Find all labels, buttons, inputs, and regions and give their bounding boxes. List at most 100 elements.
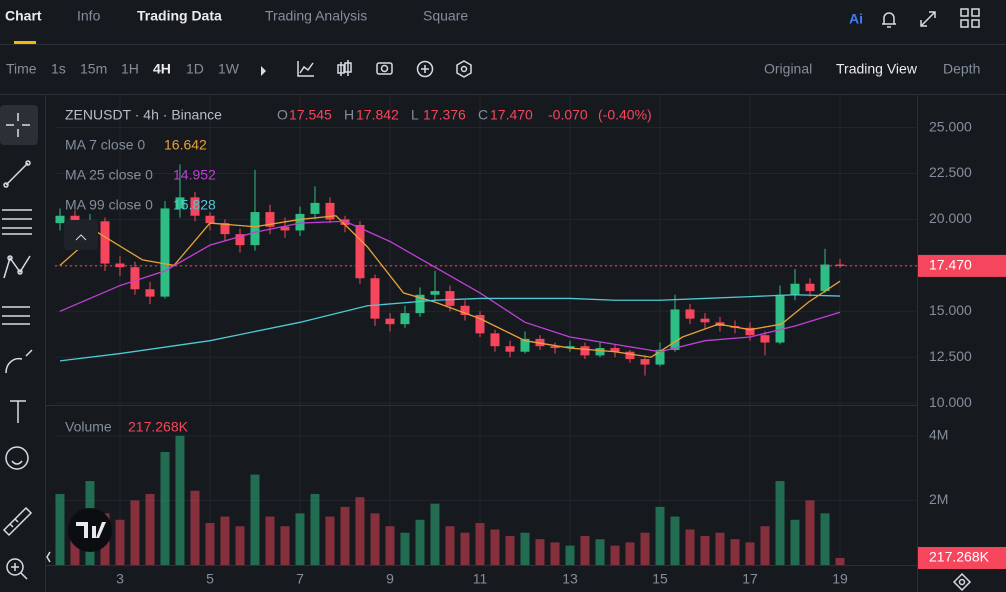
view-option[interactable]: Trading View — [836, 61, 918, 77]
interval[interactable]: 1H — [121, 61, 139, 77]
text-tool[interactable] — [10, 400, 26, 423]
volume-bar — [190, 490, 200, 565]
candle-body — [520, 338, 530, 352]
last-price-box — [918, 254, 1006, 277]
ma-value: 15.828 — [173, 197, 216, 213]
candle-body — [160, 208, 170, 297]
crosshair-tool[interactable] — [6, 113, 30, 137]
brush-tool[interactable] — [5, 349, 33, 374]
pattern-tool[interactable] — [3, 255, 31, 279]
x-tick-label: 9 — [386, 571, 394, 587]
tab[interactable]: Trading Analysis — [265, 8, 367, 24]
candle-body — [580, 346, 590, 356]
y-tick-label: 25.000 — [929, 118, 972, 134]
expand-icon[interactable] — [920, 11, 936, 27]
ma-value: 14.952 — [173, 167, 216, 183]
interval[interactable]: 1s — [51, 61, 66, 77]
volume-bar — [775, 481, 785, 565]
icons — [0, 8, 980, 592]
candle-body — [310, 202, 320, 214]
candle-body — [445, 291, 455, 306]
ai-button[interactable]: Ai — [849, 11, 863, 27]
settings-icon[interactable] — [456, 60, 472, 78]
zoom-tool[interactable] — [6, 558, 24, 576]
interval[interactable]: 1W — [218, 61, 240, 77]
volume-bar — [820, 513, 830, 565]
active-tab-underline — [14, 41, 36, 44]
volume-bar — [160, 451, 170, 565]
volume-value: 217.268K — [128, 419, 189, 435]
interval[interactable]: 1D — [186, 61, 204, 77]
candle-body — [55, 215, 65, 224]
volume-bar — [115, 519, 125, 565]
ohlc-value: 17.470 — [490, 107, 533, 123]
candle-body — [640, 359, 650, 365]
y-tick-label: 15.000 — [929, 302, 972, 318]
settings-icon[interactable] — [952, 572, 972, 592]
projection-tool[interactable] — [2, 306, 30, 325]
candle-body — [130, 267, 140, 290]
volume-bar — [730, 539, 740, 565]
volume-bar — [445, 526, 455, 565]
interval[interactable]: 15m — [80, 61, 107, 77]
tab[interactable]: Chart — [5, 8, 42, 24]
y-tick-label: 10.000 — [929, 394, 972, 410]
volume-bar — [760, 526, 770, 565]
candle-body — [280, 226, 290, 231]
volume-bar — [265, 516, 275, 565]
candle-body — [790, 283, 800, 295]
ohlc-key: O — [277, 107, 288, 123]
ohlc-key: C — [478, 107, 488, 123]
volume-bar — [400, 532, 410, 565]
indicator-icon[interactable] — [297, 61, 314, 77]
volume-bar — [745, 542, 755, 565]
volume-bar — [610, 545, 620, 565]
change: -0.070 — [548, 107, 588, 123]
volume-bar — [385, 526, 395, 565]
candle-body — [475, 314, 485, 334]
candle-body — [265, 212, 275, 227]
candle-body — [145, 289, 155, 297]
candle-body — [565, 346, 575, 349]
collapse-arrow[interactable] — [75, 234, 87, 241]
view-option[interactable]: Depth — [943, 61, 980, 77]
candle-type-icon[interactable] — [337, 60, 352, 76]
layout-icon[interactable] — [960, 8, 969, 17]
change-pct: (-0.40%) — [598, 107, 652, 123]
ohlc-key: L — [411, 107, 419, 123]
line-tool[interactable] — [5, 162, 29, 186]
x-tick-label: 19 — [832, 571, 848, 587]
y-tick-label: 2M — [929, 491, 948, 507]
candle-body — [175, 197, 185, 209]
view-option[interactable]: Original — [764, 61, 812, 77]
ohlc-value: 17.376 — [423, 107, 466, 123]
candle-body — [100, 221, 110, 264]
volume-bar — [295, 513, 305, 565]
candle-body — [595, 348, 605, 356]
volume-bar — [640, 532, 650, 565]
candle-body — [235, 234, 245, 246]
tab[interactable]: Square — [423, 8, 468, 24]
candle-body — [370, 278, 380, 319]
tab[interactable]: Trading Data — [137, 8, 222, 24]
x-tick-label: 17 — [742, 571, 758, 587]
volume-bar — [340, 506, 350, 565]
last-volume-label: 217.268K — [929, 549, 990, 565]
volume-bar — [130, 500, 140, 565]
moving-average — [59, 215, 841, 358]
tab[interactable]: Info — [77, 8, 101, 24]
camera-icon[interactable] — [376, 62, 393, 75]
add-icon[interactable] — [416, 60, 434, 78]
volume-bar — [505, 535, 515, 565]
measure-tool[interactable] — [2, 506, 33, 537]
volume-bar — [805, 500, 815, 565]
bell-icon[interactable] — [882, 12, 896, 28]
candle-body — [835, 264, 845, 266]
collapse-arrow[interactable] — [46, 551, 51, 563]
volume-bar — [355, 497, 365, 565]
fib-tool[interactable] — [2, 209, 32, 235]
emoji-tool[interactable] — [5, 446, 29, 470]
x-tick-label: 5 — [206, 571, 214, 587]
interval[interactable]: 4H — [153, 61, 171, 77]
